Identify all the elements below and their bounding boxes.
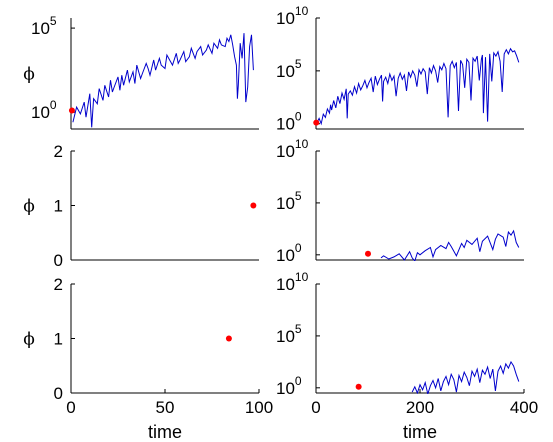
y-tick-label: 100 [276, 241, 302, 265]
panel-5: 0 1 2 0 50 100 ϕ time [23, 275, 273, 442]
data-point [68, 107, 75, 114]
series-line [411, 360, 520, 394]
x-tick-label: 200 [406, 398, 434, 417]
y-tick-base: 10 [276, 115, 295, 134]
y-tick-label: 105 [276, 322, 302, 346]
y-tick-label: 0 [54, 251, 63, 270]
y-tick-base: 10 [276, 142, 295, 161]
x-tick-label: 0 [66, 398, 75, 417]
y-tick-base: 10 [276, 327, 295, 346]
y-tick-label: 1 [54, 197, 63, 216]
y-tick-exponent: 0 [295, 241, 302, 255]
y-tick-label: 100 [276, 374, 302, 398]
data-point [250, 202, 257, 209]
y-tick-base: 10 [276, 246, 295, 265]
y-tick-base: 10 [276, 9, 295, 28]
y-tick-label: 1010 [276, 270, 309, 294]
y-tick-exponent: 0 [295, 374, 302, 388]
data-point [313, 119, 320, 126]
x-axis-label: time [148, 422, 182, 442]
y-tick-exponent: 5 [295, 189, 302, 203]
y-tick-exponent: 5 [295, 322, 302, 336]
y-axis-label: ϕ [23, 65, 35, 85]
y-tick-base: 10 [31, 19, 50, 38]
y-tick-base: 10 [31, 103, 50, 122]
y-tick-label: 1 [54, 330, 63, 349]
y-tick-base: 10 [276, 194, 295, 213]
y-tick-exponent: 0 [295, 110, 302, 124]
y-tick-exponent: 0 [50, 98, 57, 112]
x-tick-label: 0 [311, 398, 320, 417]
y-tick-label: 1010 [276, 4, 309, 28]
x-tick-label: 400 [510, 398, 538, 417]
y-tick-label: 105 [31, 14, 57, 38]
series-line [316, 47, 520, 126]
y-axis-label: ϕ [23, 197, 35, 217]
y-tick-label: 0 [54, 384, 63, 403]
y-tick-exponent: 5 [295, 57, 302, 71]
y-tick-base: 10 [276, 62, 295, 81]
data-point [225, 335, 232, 342]
y-tick-exponent: 5 [50, 14, 57, 28]
x-tick-label: 50 [156, 398, 175, 417]
y-tick-label: 1010 [276, 137, 309, 161]
y-tick-exponent: 10 [295, 270, 309, 284]
y-tick-label: 105 [276, 57, 302, 81]
y-tick-label: 100 [276, 110, 302, 134]
y-tick-base: 10 [276, 275, 295, 294]
y-tick-exponent: 10 [295, 137, 309, 151]
y-tick-label: 2 [54, 142, 63, 161]
data-point [355, 383, 362, 390]
y-tick-label: 105 [276, 189, 302, 213]
series-line [72, 33, 254, 128]
y-axis-label: ϕ [23, 330, 35, 350]
panel-3: 0 1 2 ϕ [23, 142, 259, 270]
x-axis-label: time [403, 422, 437, 442]
y-tick-base: 10 [276, 379, 295, 398]
y-tick-label: 100 [31, 98, 57, 122]
series-line [380, 229, 520, 261]
x-tick-label: 100 [245, 398, 273, 417]
y-tick-label: 2 [54, 275, 63, 294]
y-tick-exponent: 10 [295, 4, 309, 18]
data-point [365, 250, 371, 257]
